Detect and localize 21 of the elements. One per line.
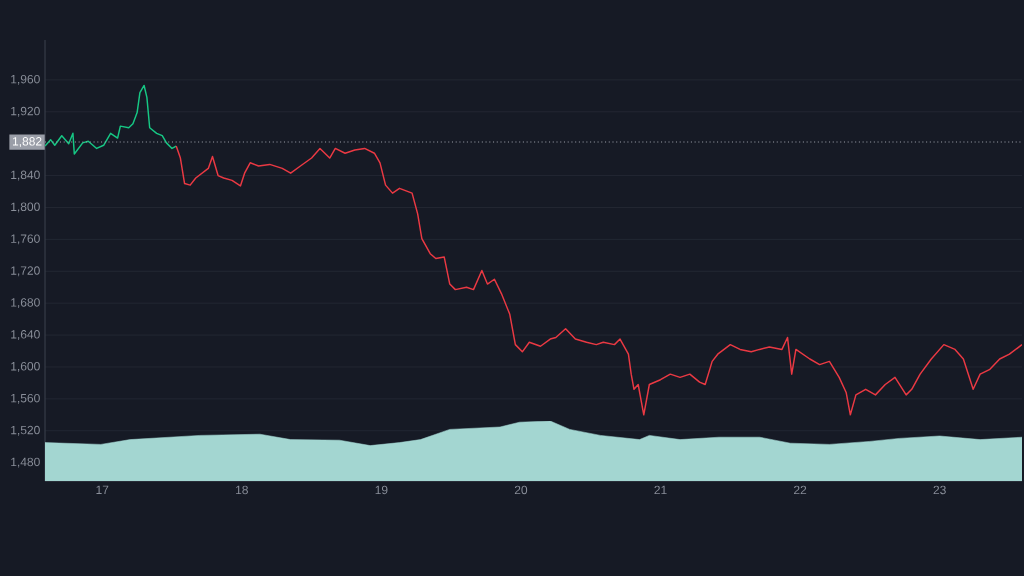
- y-tick-label: 1,840: [11, 170, 40, 181]
- y-tick-label: 1,520: [11, 425, 40, 436]
- x-tick-label: 19: [375, 485, 388, 495]
- y-tick-label: 1,800: [11, 202, 40, 213]
- y-tick-label: 1,480: [11, 457, 40, 468]
- y-tick-label: 1,640: [11, 330, 40, 341]
- y-tick-label: 1,760: [11, 234, 40, 245]
- x-tick-label: 17: [96, 485, 109, 494]
- y-tick-label: 1,920: [11, 106, 40, 117]
- x-tick-label: 20: [514, 485, 528, 495]
- y-tick-label: 1,600: [11, 362, 40, 372]
- line-series: [175, 145, 1023, 416]
- y-tick-label: 1,560: [11, 393, 40, 404]
- y-tick-label: 1,960: [11, 74, 40, 85]
- x-tick-label: 21: [654, 485, 667, 495]
- ref-line-label: 1,882: [12, 137, 42, 148]
- x-tick-label: 22: [794, 485, 807, 495]
- y-tick-label: 1,680: [11, 298, 40, 309]
- x-tick-label: 23: [933, 485, 946, 495]
- x-tick-label: 18: [236, 485, 248, 495]
- y-tick-label: 1,720: [11, 266, 40, 277]
